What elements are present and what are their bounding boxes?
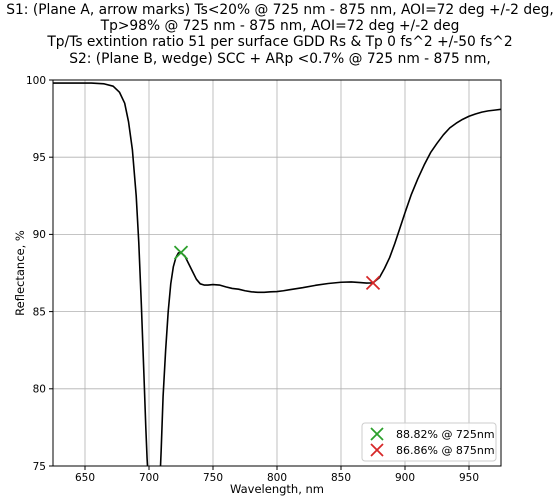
chart-title: S1: (Plane A, arrow marks) Ts<20% @ 725 … bbox=[0, 0, 560, 67]
axes: 650 700 750 800 850 900 950 75 80 85 90 95 100 bbox=[26, 75, 502, 484]
x-marker bbox=[173, 245, 189, 260]
title-line-2: Tp>98% @ 725 nm - 875 nm, AOI=72 deg +/-… bbox=[100, 18, 460, 35]
x-tick-label: 950 bbox=[459, 472, 479, 484]
x-axis-label: Wavelength, nm bbox=[230, 482, 324, 496]
y-tick-label: 95 bbox=[33, 152, 46, 164]
x-tick-label: 800 bbox=[267, 472, 287, 484]
x-tick-label: 650 bbox=[75, 472, 95, 484]
y-axis-label: Reflectance, % bbox=[13, 230, 27, 316]
legend-box bbox=[361, 422, 497, 462]
x-tick-label: 850 bbox=[331, 472, 351, 484]
legend-marker bbox=[370, 443, 384, 457]
plot-area bbox=[53, 82, 501, 466]
y-tick-label: 85 bbox=[33, 306, 46, 318]
series-line bbox=[53, 82, 501, 466]
legend-label: 88.82% @ 725nm bbox=[396, 428, 495, 441]
legend: 88.82% @ 725nm 86.86% @ 875nm bbox=[361, 422, 497, 462]
x-tick-label: 750 bbox=[203, 472, 223, 484]
y-tick-label: 90 bbox=[33, 229, 46, 241]
x-tick-label: 700 bbox=[139, 472, 159, 484]
x-marker bbox=[365, 275, 381, 291]
title-line-4: S2: (Plane B, wedge) SCC + ARp <0.7% @ 7… bbox=[69, 50, 491, 67]
grid bbox=[53, 79, 501, 467]
y-tick-label: 80 bbox=[33, 384, 46, 396]
title-line-3: Tp/Ts extintion ratio 51 per surface GDD… bbox=[47, 34, 513, 51]
y-tick-label: 100 bbox=[26, 75, 46, 87]
legend-label: 86.86% @ 875nm bbox=[396, 444, 495, 457]
title-line-1: S1: (Plane A, arrow marks) Ts<20% @ 725 … bbox=[6, 2, 554, 18]
x-tick-label: 900 bbox=[395, 472, 415, 484]
legend-marker bbox=[370, 427, 384, 441]
y-tick-label: 75 bbox=[33, 461, 46, 473]
